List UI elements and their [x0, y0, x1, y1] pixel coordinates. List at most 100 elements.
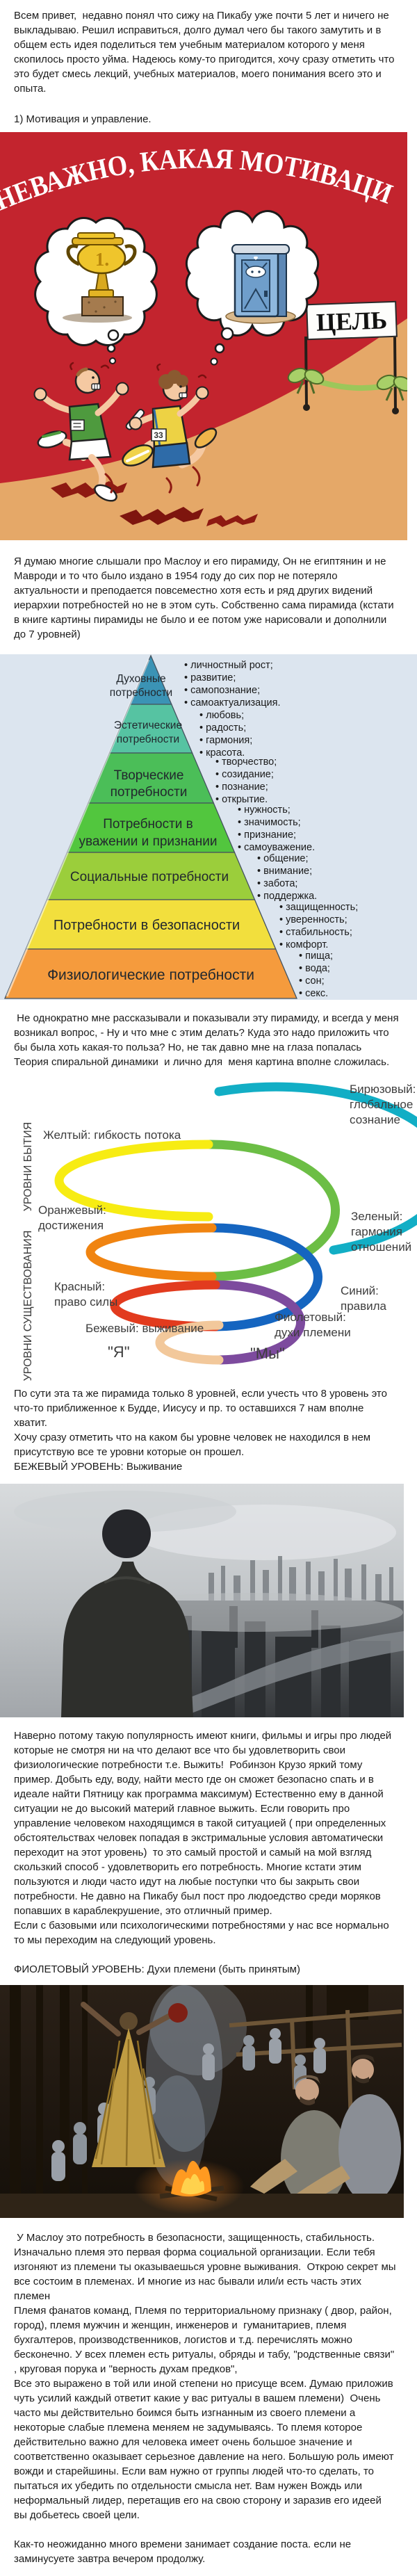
svg-text:• уверенность;: • уверенность;	[279, 914, 348, 925]
label-turquoise: глобальное	[350, 1098, 413, 1111]
svg-text:• самоуважение.: • самоуважение.	[238, 842, 315, 853]
axis-levels-of-existence: УРОВНИ СУЩЕСТВОВАНИЯ	[22, 1231, 34, 1382]
svg-text:• забота;: • забота;	[257, 878, 297, 889]
section-title-motivation: 1) Мотивация и управление.	[14, 113, 152, 125]
pyramid-gloss	[6, 659, 150, 997]
svg-text:• внимание;: • внимание;	[257, 866, 312, 877]
thought-bubble	[106, 343, 116, 353]
svg-text:• общение;: • общение;	[257, 853, 309, 864]
label-orange: достижения	[38, 1219, 104, 1232]
svg-text:• открытие.: • открытие.	[215, 794, 268, 805]
level-bullet: • вода;	[299, 963, 330, 974]
svg-text:Духовные: Духовные	[116, 673, 165, 685]
level-bullet: • самоуважение.	[238, 842, 315, 853]
level-label: Потребности в	[103, 817, 193, 832]
level-bullet: • развитие;	[184, 672, 236, 683]
spiral-orange-arc	[85, 1223, 217, 1281]
svg-text:• стабильность;: • стабильность;	[279, 927, 352, 938]
level-label: уважении и признании	[79, 834, 217, 849]
meat-offering	[168, 2003, 188, 2023]
level-bullet: • сон;	[299, 975, 325, 987]
svg-text:Эстетические: Эстетические	[114, 720, 182, 731]
thought-bubble	[109, 357, 116, 364]
svg-text:• нужность;: • нужность;	[238, 804, 291, 816]
goal-banner: ЦЕЛЬ	[306, 300, 398, 341]
dust-trail	[120, 507, 204, 525]
svg-text:• любовь;: • любовь;	[199, 710, 244, 721]
spiral-purple-arc	[211, 1280, 305, 1365]
level-bullet: • поддержка.	[257, 891, 317, 902]
label-green: Зеленый:	[351, 1210, 402, 1223]
motivation-comic-image: ЦЕЛЬ НЕВАЖНО, КАКАЯ МОТИВАЦИЯ 1.	[0, 132, 407, 540]
level-bullet: • созидание;	[215, 769, 274, 780]
svg-text:• самопознание;: • самопознание;	[184, 685, 260, 696]
fur-hat	[295, 2075, 320, 2087]
beige-level-paragraph: Наверно потому такую популярность имеют …	[14, 1730, 395, 1917]
svg-text:• красота.: • красота.	[199, 747, 245, 759]
svg-text:Творческие: Творческие	[114, 768, 184, 783]
spiral-comment-paragraph: По сути эта та же пирамида только 8 уров…	[14, 1388, 391, 1429]
level-bullet: • признание;	[238, 829, 296, 841]
level-label: Творческие	[114, 768, 184, 783]
maslow-pyramid-diagram: Духовные потребности Эстетические потреб…	[0, 654, 417, 1000]
purple-level-paragraph: Все это выражено в той или иной степени …	[14, 2378, 397, 2521]
thought-cloud-toilet	[185, 210, 320, 366]
label-yellow: Желтый: гибкость потока	[43, 1128, 181, 1142]
level-bullet: • гармония;	[199, 735, 252, 746]
label-red: Красный:	[54, 1280, 105, 1293]
svg-text:• личностный рост;: • личностный рост;	[184, 660, 273, 671]
svg-text:• самоактуализация.: • самоактуализация.	[184, 697, 281, 708]
spiral-blue-arc	[207, 1223, 322, 1331]
svg-text:потребности: потребности	[110, 687, 172, 699]
level-label: Физиологические потребности	[47, 967, 254, 983]
svg-text:• защищенность;: • защищенность;	[279, 902, 358, 913]
label-red: право силы	[54, 1295, 117, 1309]
svg-text:Социальные потребности: Социальные потребности	[70, 870, 229, 884]
level-label: Эстетические	[114, 720, 182, 731]
purple-level-paragraph: Изначально племя это первая форма социал…	[14, 2246, 399, 2302]
label-green: отношений	[351, 1240, 411, 1254]
runner-yellow: 33	[104, 363, 218, 494]
shaman-figure	[81, 2002, 188, 2167]
intro-paragraph: Всем привет, недавно понял что сижу на П…	[14, 10, 398, 95]
spiral-green-arc	[204, 1140, 340, 1281]
beige-level-paragraph: Если с базовыми или психологическими пот…	[14, 1920, 392, 1946]
label-turquoise: Бирюзовый:	[350, 1083, 416, 1096]
beige-level-heading: БЕЖЕВЫЙ УРОВЕНЬ: Выживание	[14, 1461, 183, 1473]
label-orange: Оранжевый:	[38, 1204, 106, 1217]
explorers-figures	[250, 2055, 401, 2208]
survival-photo	[0, 1484, 404, 1717]
label-blue: правила	[341, 1299, 387, 1313]
trophy-icon: 1.	[66, 232, 137, 316]
svg-text:• созидание;: • созидание;	[215, 769, 274, 780]
spiral-comment-paragraph: Хочу сразу отметить что на каком бы уров…	[14, 1432, 374, 1458]
portable-toilet-icon	[231, 244, 290, 318]
svg-text:• значимость;: • значимость;	[238, 817, 301, 828]
purple-level-paragraph: Племя фанатов команд, Племя по территори…	[14, 2305, 398, 2375]
svg-text:Потребности в безопасности: Потребности в безопасности	[54, 918, 240, 933]
runner-green	[33, 362, 129, 502]
level-bullet: • самоактуализация.	[184, 697, 281, 708]
label-we: "Мы"	[250, 1345, 285, 1362]
man-silhouette	[61, 1509, 193, 1717]
label-beige: Бежевый: выживание	[85, 1322, 204, 1335]
level-label: потребности	[111, 785, 188, 800]
spiral-beige-arc	[155, 1320, 224, 1365]
level-bullet: • защищенность;	[279, 902, 358, 913]
svg-text:• развитие;: • развитие;	[184, 672, 236, 683]
level-bullet: • радость;	[199, 722, 246, 734]
sweat-drops	[156, 363, 207, 379]
svg-text:• сон;: • сон;	[299, 975, 325, 987]
level-bullet: • уверенность;	[279, 914, 348, 925]
thought-bubble	[214, 343, 225, 354]
svg-text:• вода;: • вода;	[299, 963, 330, 974]
goal-banner-label: ЦЕЛЬ	[316, 306, 388, 337]
motion-lines	[104, 466, 201, 494]
level-bullet: • личностный рост;	[184, 660, 273, 671]
level-label: Потребности в безопасности	[54, 918, 240, 933]
spiral-red-arc	[110, 1280, 220, 1331]
svg-text:потребности: потребности	[111, 785, 188, 800]
svg-text:потребности: потребности	[117, 734, 179, 745]
toilet-sign	[245, 266, 266, 278]
maslow-intro-paragraph: Я думаю многие слышали про Маслоу и его …	[14, 556, 397, 640]
